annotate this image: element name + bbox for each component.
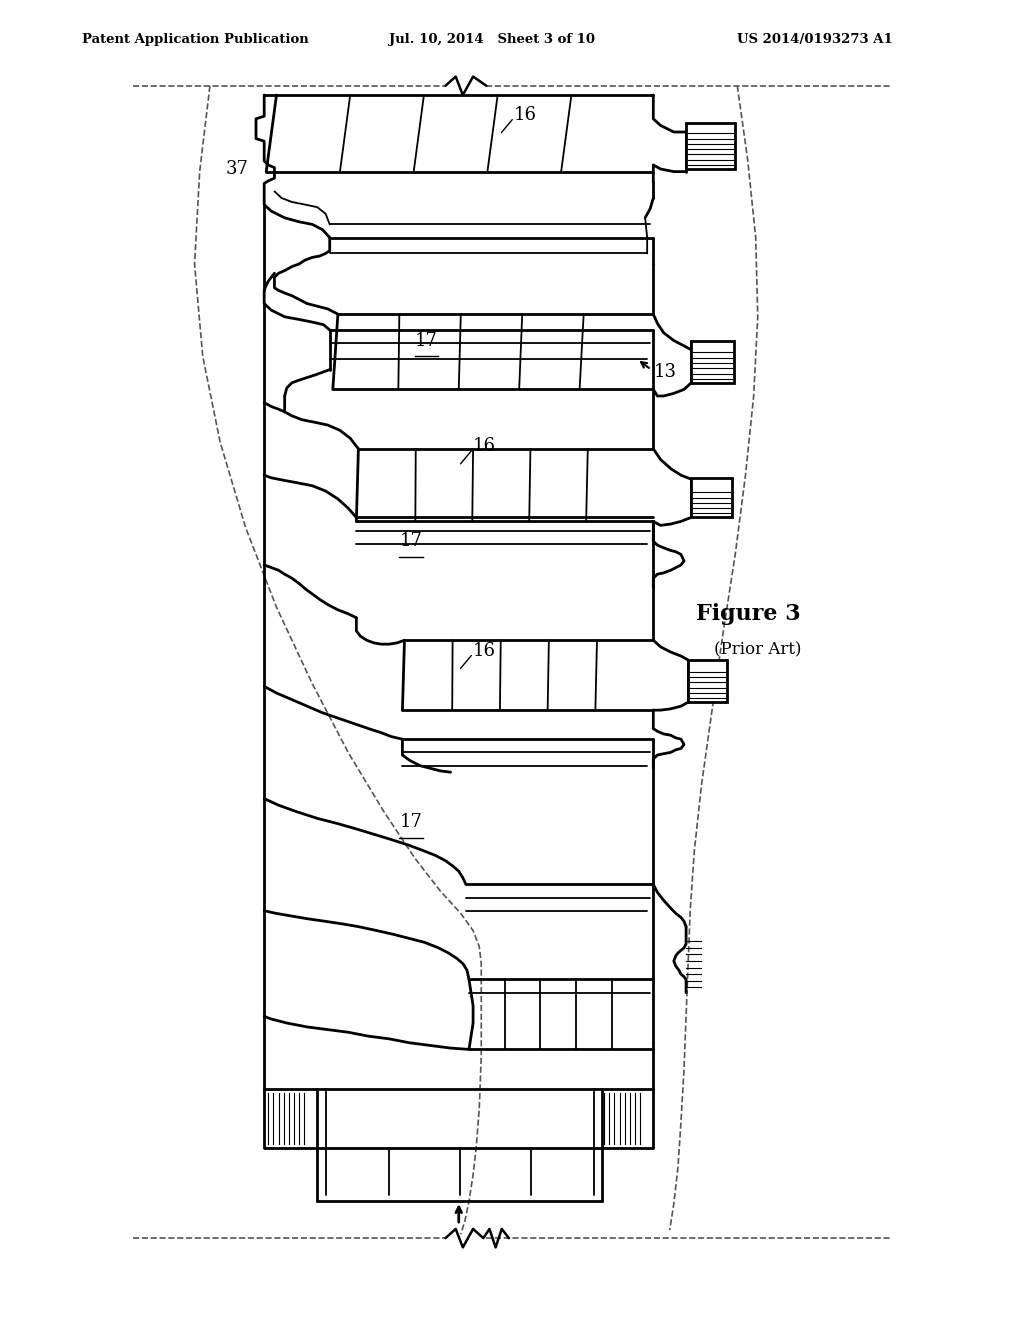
Text: (Prior Art): (Prior Art) [714,642,801,657]
Text: 17: 17 [399,813,422,832]
Bar [686,123,735,169]
Text: 17: 17 [399,532,422,550]
Text: 17: 17 [415,331,437,350]
Text: US 2014/0193273 A1: US 2014/0193273 A1 [737,33,893,46]
Text: Jul. 10, 2014   Sheet 3 of 10: Jul. 10, 2014 Sheet 3 of 10 [389,33,595,46]
Text: Figure 3: Figure 3 [696,603,801,624]
Bar [691,341,734,383]
Text: 16: 16 [514,106,537,124]
Text: 37: 37 [226,160,249,178]
Bar [688,660,727,702]
Bar [691,478,732,517]
Text: 16: 16 [473,437,496,455]
Text: 16: 16 [473,642,496,660]
Text: Patent Application Publication: Patent Application Publication [82,33,308,46]
Text: 13: 13 [653,363,676,381]
